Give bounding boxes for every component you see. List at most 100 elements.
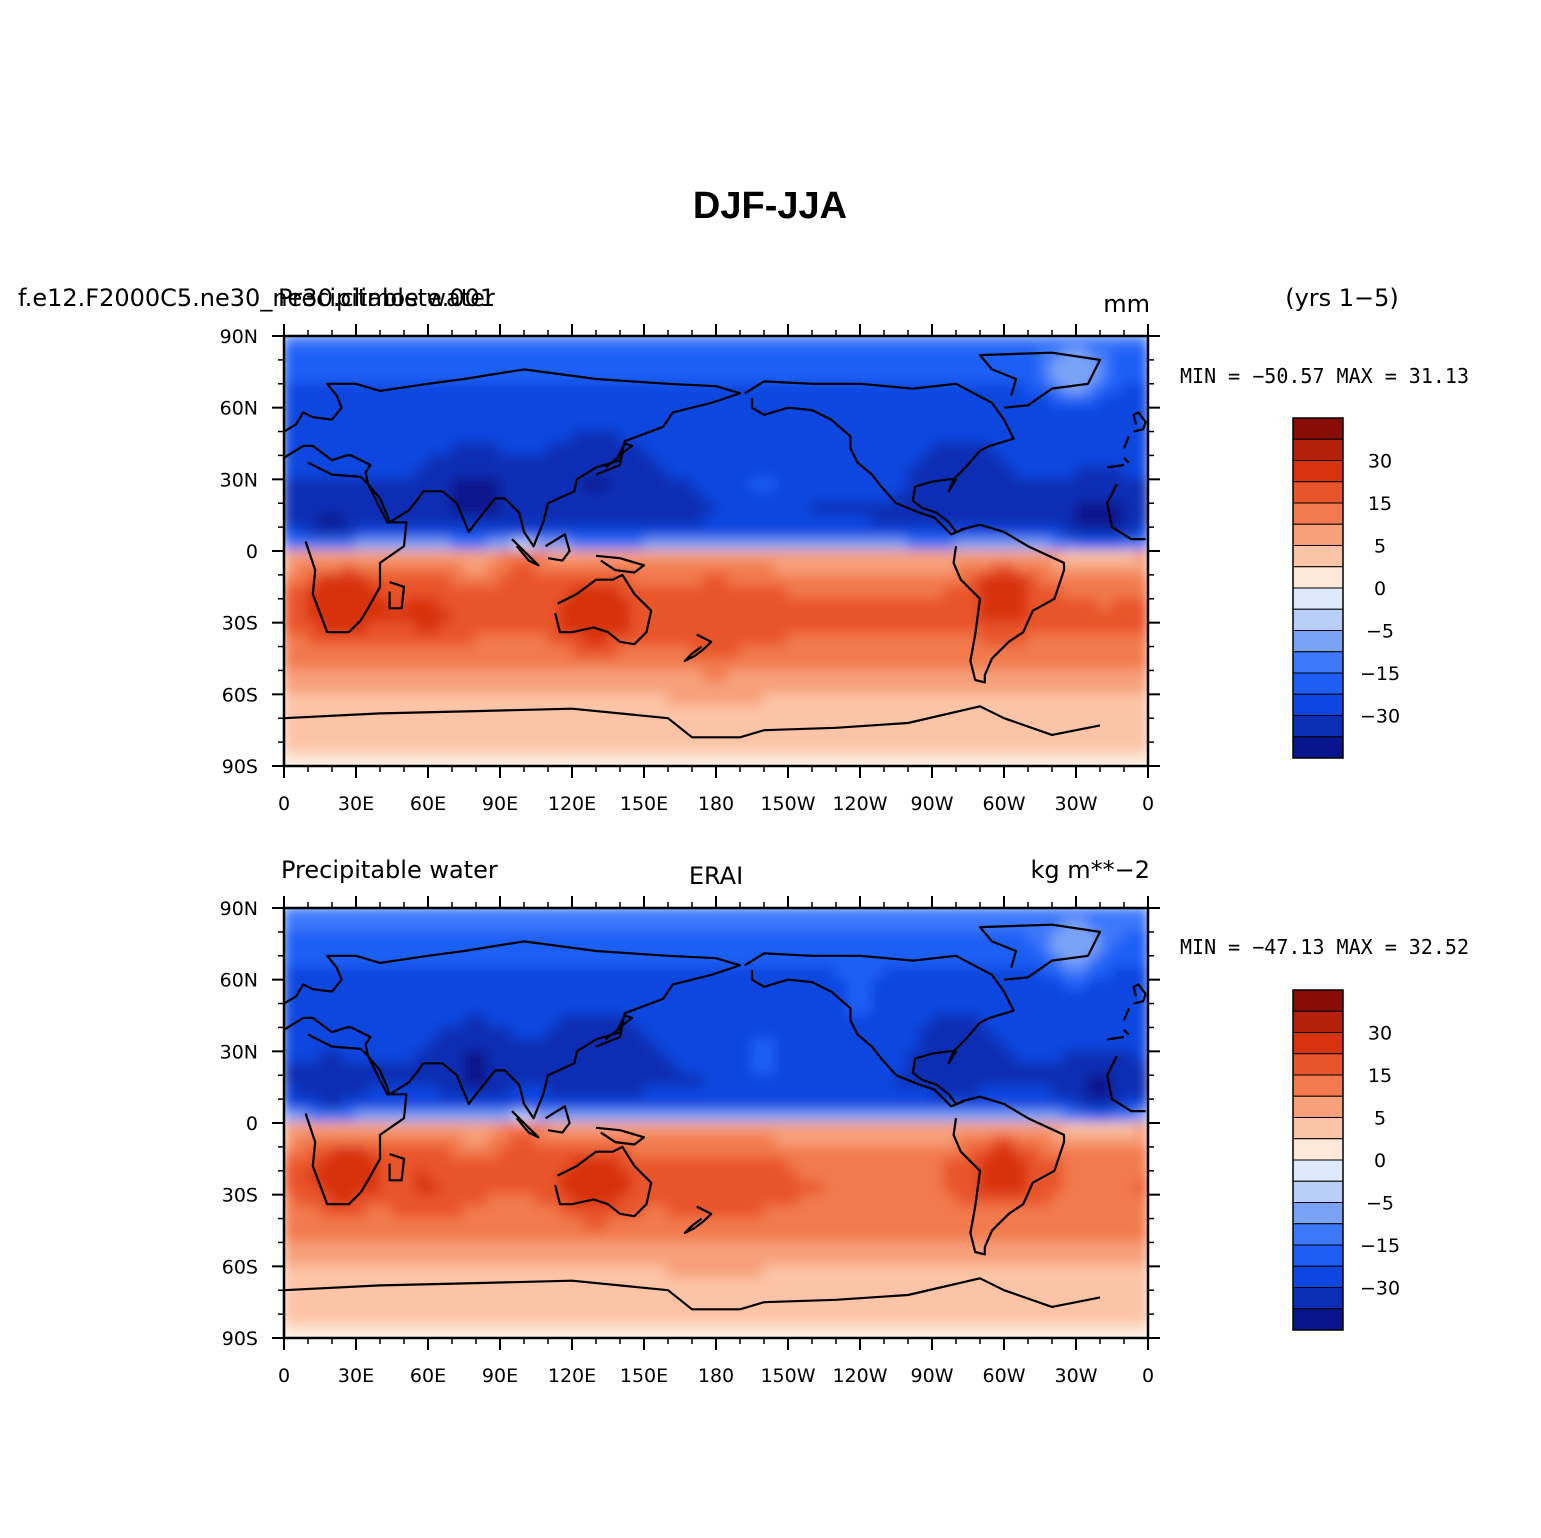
field-cell-2046 <box>643 669 657 684</box>
field-cell-1914 <box>787 1217 801 1232</box>
field-cell-2069 <box>919 669 933 684</box>
field-cell-1839 <box>751 633 765 648</box>
field-cell-1287 <box>1039 538 1053 552</box>
field-cell-177 <box>679 358 693 373</box>
field-cell-646 <box>1123 430 1137 445</box>
field-cell-1499 <box>991 573 1005 588</box>
field-cell-1318 <box>547 1122 561 1136</box>
field-cell-2098 <box>403 1253 417 1268</box>
field-cell-2125 <box>727 1253 741 1268</box>
field-cell-1746 <box>499 621 513 636</box>
field-cell-149 <box>343 358 357 373</box>
field-cell-1806 <box>355 1205 369 1220</box>
field-cell-1398 <box>643 1133 657 1148</box>
field-cell-1484 <box>811 573 825 588</box>
field-cell-1459 <box>511 1145 525 1160</box>
field-cell-403 <box>799 966 813 981</box>
field-cell-1381 <box>439 561 453 576</box>
field-cell-312 <box>571 382 585 397</box>
field-cell-776 <box>955 454 969 469</box>
field-cell-2572 <box>907 753 921 766</box>
field-cell-1142 <box>1027 514 1041 529</box>
field-cell-859 <box>1087 1038 1101 1053</box>
field-cell-1563 <box>895 1157 909 1172</box>
field-cell-2150 <box>1027 681 1041 696</box>
field-cell-447 <box>463 406 477 421</box>
field-cell-601 <box>583 430 597 445</box>
field-cell-1591 <box>367 1169 381 1184</box>
field-cell-1409 <box>775 1133 789 1148</box>
field-cell-1139 <box>991 514 1005 529</box>
field-cell-478 <box>835 978 849 993</box>
field-cell-2140 <box>907 681 921 696</box>
field-cell-920 <box>955 1050 969 1065</box>
field-cell-2556 <box>715 753 729 766</box>
field-cell-1550 <box>739 1157 753 1172</box>
field-cell-1721 <box>1063 1181 1077 1196</box>
field-cell-293 <box>343 954 357 969</box>
field-cell-2094 <box>355 1253 369 1268</box>
field-cell-1948 <box>331 657 345 672</box>
field-cell-516 <box>427 990 441 1005</box>
field-cell-244 <box>619 942 633 957</box>
field-cell-1406 <box>739 561 753 576</box>
field-cell-1032 <box>571 502 585 517</box>
field-cell-966 <box>643 1062 657 1077</box>
field-cell-809 <box>487 466 501 481</box>
field-cell-1344 <box>859 550 873 564</box>
field-cell-1305 <box>391 1122 405 1136</box>
field-cell-592 <box>475 430 489 445</box>
field-cell-1976 <box>667 1229 681 1244</box>
field-cell-1014 <box>355 1074 369 1089</box>
field-cell-1832 <box>667 1205 681 1220</box>
field-cell-969 <box>679 490 693 505</box>
field-cell-1520 <box>379 1157 393 1172</box>
field-cell-1922 <box>883 1217 897 1232</box>
field-cell-807 <box>463 1038 477 1053</box>
field-cell-273 <box>967 370 981 385</box>
field-cell-1627 <box>799 1169 813 1184</box>
field-cell-1570 <box>979 585 993 600</box>
field-cell-435 <box>319 406 333 421</box>
field-cell-500 <box>1099 406 1113 421</box>
field-cell-2445 <box>1111 729 1125 744</box>
field-cell-1109 <box>631 514 645 529</box>
field-cell-1085 <box>343 514 357 529</box>
field-cell-1337 <box>775 550 789 564</box>
field-cell-2248 <box>475 705 489 720</box>
field-cell-1437 <box>1111 1133 1125 1148</box>
field-cell-2317 <box>439 717 453 732</box>
field-cell-2129 <box>775 1253 789 1268</box>
field-cell-663 <box>463 442 477 457</box>
field-cell-175 <box>655 358 669 373</box>
field-cell-1805 <box>343 633 357 648</box>
field-cell-2586 <box>1075 753 1089 766</box>
field-cell-1657 <box>295 609 309 624</box>
field-cell-2249 <box>487 705 501 720</box>
field-cell-839 <box>847 466 861 481</box>
field-cell-56 <box>955 908 969 921</box>
field-cell-1383 <box>463 561 477 576</box>
field-cell-2092 <box>331 681 345 696</box>
coastline-8-0 <box>554 573 653 646</box>
field-cell-1884 <box>427 645 441 660</box>
field-cell-784 <box>1051 454 1065 469</box>
field-cell-2018 <box>307 1241 321 1256</box>
field-cell-2006 <box>1027 1229 1041 1244</box>
field-cell-2010 <box>1075 1229 1089 1244</box>
field-cell-1094 <box>451 514 465 529</box>
field-cell-657 <box>391 1014 405 1029</box>
field-cell-129 <box>967 346 981 361</box>
field-cell-938 <box>307 490 321 505</box>
field-cell-267 <box>895 370 909 385</box>
field-cell-2132 <box>811 1253 825 1268</box>
field-cell-2356 <box>907 717 921 732</box>
field-cell-2200 <box>763 693 777 708</box>
field-cell-2495 <box>847 741 861 755</box>
field-cell-2093 <box>343 1253 357 1268</box>
field-cell-934 <box>1123 478 1137 493</box>
field-cell-820 <box>619 466 633 481</box>
field-cell-1477 <box>727 1145 741 1160</box>
field-cell-725 <box>343 454 357 469</box>
field-cell-2197 <box>727 693 741 708</box>
